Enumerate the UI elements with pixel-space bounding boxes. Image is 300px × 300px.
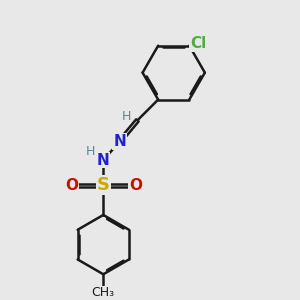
Text: CH₃: CH₃ [92,286,115,299]
Text: Cl: Cl [190,36,206,51]
Text: H: H [122,110,131,123]
Text: S: S [97,176,110,194]
Text: O: O [129,178,142,193]
Text: N: N [113,134,126,149]
Text: O: O [65,178,78,193]
Text: N: N [97,153,110,168]
Text: H: H [86,145,95,158]
